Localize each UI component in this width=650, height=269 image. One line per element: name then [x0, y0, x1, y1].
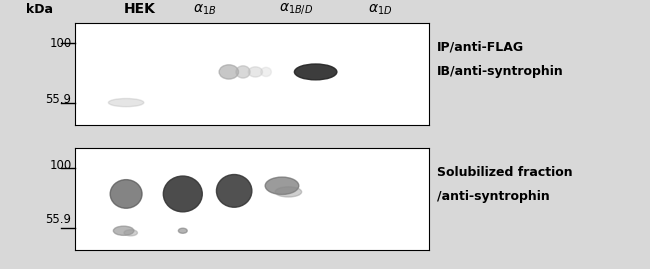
Ellipse shape	[219, 65, 239, 79]
Text: Solubilized fraction: Solubilized fraction	[437, 166, 573, 179]
Ellipse shape	[248, 67, 263, 77]
Text: 55.9: 55.9	[46, 93, 72, 106]
Text: HEK: HEK	[124, 2, 156, 16]
Ellipse shape	[216, 175, 252, 207]
Text: /anti-syntrophin: /anti-syntrophin	[437, 190, 549, 203]
Text: 100: 100	[49, 159, 72, 172]
Text: IB/anti-syntrophin: IB/anti-syntrophin	[437, 65, 564, 78]
Ellipse shape	[265, 177, 299, 194]
Ellipse shape	[178, 228, 187, 233]
Ellipse shape	[113, 226, 134, 235]
Text: $\alpha_{1D}$: $\alpha_{1D}$	[368, 2, 393, 17]
Ellipse shape	[294, 64, 337, 80]
Ellipse shape	[110, 180, 142, 208]
Ellipse shape	[275, 187, 302, 197]
Text: 100: 100	[49, 37, 72, 49]
Text: 55.9: 55.9	[46, 213, 72, 226]
Text: $\alpha_{1B}$: $\alpha_{1B}$	[193, 2, 216, 17]
Text: $\alpha_{1B/D}$: $\alpha_{1B/D}$	[279, 2, 313, 17]
Text: IP/anti-FLAG: IP/anti-FLAG	[437, 41, 524, 54]
Ellipse shape	[163, 176, 202, 212]
Ellipse shape	[236, 66, 250, 78]
Text: kDa: kDa	[26, 3, 53, 16]
Ellipse shape	[124, 230, 137, 236]
Ellipse shape	[261, 67, 271, 76]
Ellipse shape	[109, 98, 144, 107]
